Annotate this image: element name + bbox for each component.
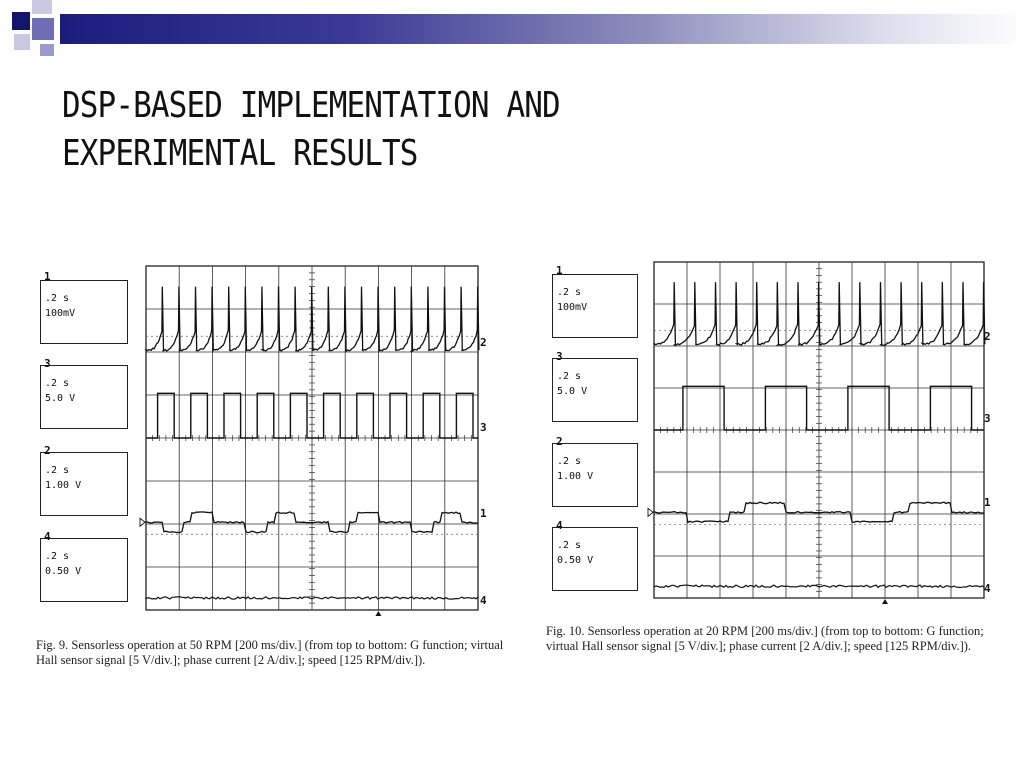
trace-hall-signal xyxy=(146,392,478,439)
header-gradient-bar xyxy=(60,14,1024,44)
channel-time: .2 s xyxy=(45,551,70,562)
figure-10-oscilloscope: .2 s 100mV 1 .2 s 5.0 V 3 .2 s 1.00 V 2 … xyxy=(548,258,994,618)
trace-g-function xyxy=(145,286,480,352)
decor-square-light-2 xyxy=(14,34,30,50)
figure-10-caption: Fig. 10. Sensorless operation at 20 RPM … xyxy=(546,624,984,653)
decor-square-dark xyxy=(12,12,30,30)
trace-label: 4 xyxy=(984,582,991,595)
trace-g-function xyxy=(653,282,986,347)
channel-number: 1 xyxy=(44,270,51,283)
channel-number: 4 xyxy=(556,519,563,532)
channel-scale: 0.50 V xyxy=(557,555,594,566)
channel-scale: 100mV xyxy=(45,308,76,319)
channel-box-1: .2 s 100mV xyxy=(40,280,128,344)
channel-number: 3 xyxy=(44,357,51,370)
trace-speed xyxy=(145,595,479,600)
channel-number: 2 xyxy=(556,435,563,448)
channel-time: .2 s xyxy=(557,540,582,551)
slide-title-line-2: EXPERIMENTAL RESULTS xyxy=(62,133,418,174)
trigger-marker xyxy=(882,599,888,604)
channel-time: .2 s xyxy=(45,293,70,304)
channel-time: .2 s xyxy=(557,456,582,467)
figure-9-oscilloscope: .2 s 100mV 1 .2 s 5.0 V 3 .2 s 1.00 V 2 … xyxy=(36,258,498,618)
channel-number: 1 xyxy=(556,264,563,277)
decor-square-light xyxy=(32,0,52,14)
trace-hall-signal xyxy=(654,385,984,431)
channel-scale: 0.50 V xyxy=(45,566,82,577)
channel-number: 3 xyxy=(556,350,563,363)
channel-box-3: .2 s 5.0 V xyxy=(552,358,638,422)
channel-box-4: .2 s 0.50 V xyxy=(552,527,638,591)
channel-scale: 1.00 V xyxy=(557,471,594,482)
slide-title: DSP-BASED IMPLEMENTATION AND EXPERIMENTA… xyxy=(62,82,664,178)
trace-label: 4 xyxy=(480,594,487,607)
ground-marker xyxy=(647,507,654,518)
channel-time: .2 s xyxy=(557,371,582,382)
trace-label: 2 xyxy=(984,330,991,343)
channel-time: .2 s xyxy=(45,378,70,389)
channel-box-1: .2 s 100mV xyxy=(552,274,638,338)
decor-square-small xyxy=(40,44,54,56)
trace-phase-current xyxy=(653,501,984,524)
decor-square-mid xyxy=(32,18,54,40)
trace-label: 2 xyxy=(480,336,487,349)
trigger-marker xyxy=(375,611,382,616)
ground-marker xyxy=(139,517,146,528)
figure-9-caption: Fig. 9. Sensorless operation at 50 RPM [… xyxy=(36,638,504,667)
scope-screen xyxy=(139,265,480,616)
channel-scale: 5.0 V xyxy=(557,386,588,397)
trace-speed xyxy=(653,584,985,589)
channel-scale: 1.00 V xyxy=(45,480,82,491)
channel-box-2: .2 s 1.00 V xyxy=(40,452,128,516)
channel-scale: 5.0 V xyxy=(45,393,76,404)
channel-box-3: .2 s 5.0 V xyxy=(40,365,128,429)
trace-label: 3 xyxy=(984,412,991,425)
trace-phase-current xyxy=(145,511,479,534)
channel-time: .2 s xyxy=(557,287,582,298)
channel-box-2: .2 s 1.00 V xyxy=(552,443,638,507)
scope-screen xyxy=(647,261,986,604)
channel-number: 4 xyxy=(44,530,51,543)
channel-box-4: .2 s 0.50 V xyxy=(40,538,128,602)
trace-label: 1 xyxy=(984,496,991,509)
channel-number: 2 xyxy=(44,444,51,457)
trace-label: 1 xyxy=(480,507,487,520)
channel-time: .2 s xyxy=(45,465,70,476)
trace-label: 3 xyxy=(480,421,487,434)
channel-scale: 100mV xyxy=(557,302,588,313)
slide-title-line-1: DSP-BASED IMPLEMENTATION AND xyxy=(62,85,561,126)
